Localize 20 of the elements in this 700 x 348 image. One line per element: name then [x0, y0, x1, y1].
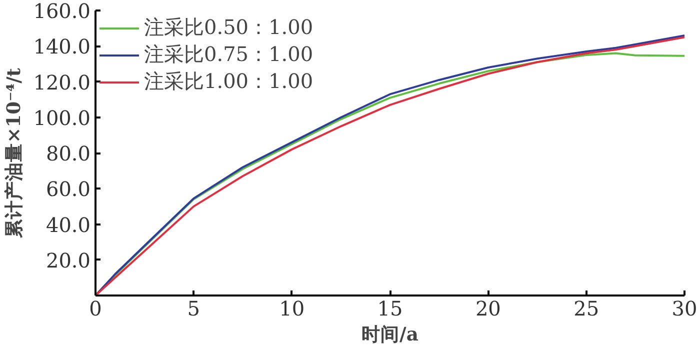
- x-tick-label: 15: [377, 296, 403, 320]
- x-tick-label: 25: [574, 296, 600, 320]
- legend-label: 注采比0.75：1.00: [144, 41, 314, 68]
- y-tick-label: 60.0: [46, 177, 90, 202]
- x-tick-label: 0: [89, 296, 102, 320]
- y-tick-label: 100.0: [33, 106, 91, 130]
- y-tick-label: 140.0: [33, 34, 91, 59]
- y-tick-label: 20.0: [46, 248, 90, 272]
- y-tick-label: 80.0: [46, 142, 90, 166]
- x-axis-title: 时间/a: [362, 324, 418, 346]
- x-tick-label: 5: [187, 296, 200, 320]
- x-tick-label: 20: [475, 296, 501, 320]
- legend-label: 注采比0.50：1.00: [144, 14, 314, 41]
- y-tick-label: 120.0: [33, 70, 91, 94]
- x-tick-label: 10: [279, 296, 305, 320]
- y-tick-label: 40.0: [46, 212, 90, 237]
- y-tick-label: 160.0: [33, 0, 91, 23]
- legend-label: 注采比1.00：1.00: [144, 68, 314, 95]
- x-tick-label: 30: [672, 296, 698, 320]
- y-axis-title: 累计产油量×10⁻⁴/t: [3, 68, 26, 240]
